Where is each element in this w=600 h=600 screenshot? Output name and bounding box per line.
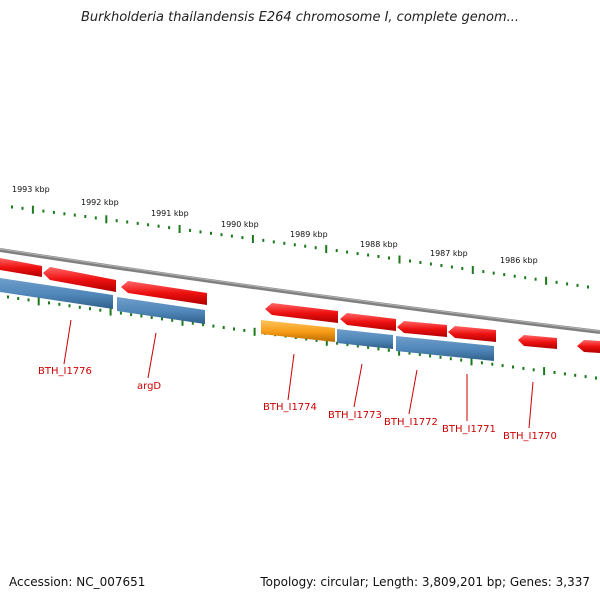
- upper-scale-ticks: [11, 205, 589, 289]
- forward-gene-track: [0, 258, 600, 353]
- gene-box[interactable]: [0, 278, 113, 309]
- gene-box[interactable]: [261, 320, 335, 342]
- leader-line: [63, 319, 72, 365]
- leader-line: [353, 363, 363, 408]
- gene-arrow[interactable]: [43, 267, 116, 292]
- gene-arrow[interactable]: [340, 313, 396, 331]
- gene-arrow[interactable]: [397, 321, 447, 337]
- gene-arrow[interactable]: [121, 281, 207, 305]
- gene-label[interactable]: BTH_I1773: [328, 410, 382, 421]
- kbp-label: 1987 kbp: [430, 249, 468, 258]
- kbp-label: 1986 kbp: [500, 256, 538, 265]
- kbp-label: 1988 kbp: [360, 240, 398, 249]
- gene-label[interactable]: BTH_I1772: [384, 417, 438, 428]
- gene-arrow[interactable]: [448, 326, 496, 342]
- gene-arrow[interactable]: [0, 258, 42, 277]
- gene-label[interactable]: argD: [137, 381, 161, 392]
- reverse-gene-track: [0, 278, 494, 361]
- chromosome-backbone-highlight: [0, 248, 600, 332]
- gene-arrow[interactable]: [577, 340, 600, 353]
- gene-label[interactable]: BTH_I1776: [38, 366, 92, 377]
- gene-label[interactable]: BTH_I1771: [442, 424, 496, 435]
- kbp-label: 1992 kbp: [81, 198, 119, 207]
- kbp-label: 1993 kbp: [12, 185, 50, 194]
- leader-line: [408, 369, 418, 415]
- leader-line: [287, 353, 295, 401]
- kbp-label: 1989 kbp: [290, 230, 328, 239]
- gene-label[interactable]: BTH_I1770: [503, 431, 557, 442]
- map-title: Burkholderia thailandensis E264 chromoso…: [80, 10, 520, 25]
- gene-leader-lines: [63, 319, 534, 429]
- accession-text: Accession: NC_007651: [9, 575, 146, 589]
- kbp-label: 1991 kbp: [151, 209, 189, 218]
- gene-box[interactable]: [117, 297, 205, 324]
- gene-box[interactable]: [337, 329, 393, 349]
- chromosome-backbone: [0, 248, 600, 334]
- gene-arrow[interactable]: [265, 303, 338, 323]
- gene-label[interactable]: BTH_I1774: [263, 402, 317, 413]
- topology-text: Topology: circular; Length: 3,809,201 bp…: [260, 575, 590, 589]
- leader-line: [147, 332, 157, 379]
- leader-line: [528, 381, 534, 429]
- gene-arrow[interactable]: [518, 335, 557, 349]
- kbp-label: 1990 kbp: [221, 220, 259, 229]
- gene-box[interactable]: [396, 336, 494, 361]
